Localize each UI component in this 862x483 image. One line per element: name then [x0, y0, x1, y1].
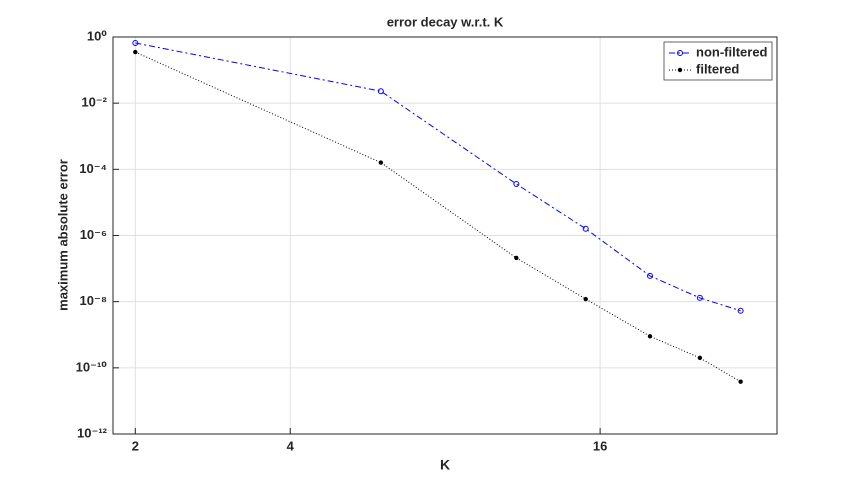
point — [737, 307, 744, 314]
x-tick-label: 2 — [132, 438, 139, 453]
chart-title: error decay w.r.t. K — [387, 14, 504, 29]
point — [132, 39, 139, 46]
y-tick-label: 10⁻⁸ — [80, 293, 107, 308]
y-tick-label: 10⁻² — [81, 95, 107, 110]
point — [513, 181, 520, 188]
point — [133, 49, 138, 55]
y-axis-label: maximum absolute error — [55, 159, 70, 311]
point — [697, 355, 703, 361]
y-tick-label: 10⁻⁶ — [80, 227, 107, 242]
point — [582, 225, 589, 232]
y-tick-label: 10⁻⁴ — [79, 161, 107, 176]
point — [696, 294, 703, 301]
point — [377, 88, 384, 95]
y-tick-label: 10⁰ — [87, 28, 107, 43]
x-tick-label: 16 — [593, 438, 607, 453]
plot-frame — [112, 36, 778, 435]
legend-marker — [677, 50, 683, 56]
legend-box — [663, 41, 773, 81]
legend-label: filtered — [696, 61, 739, 76]
legend-marker — [677, 67, 683, 73]
point — [738, 379, 743, 384]
series-line — [135, 42, 741, 312]
point — [647, 334, 653, 339]
y-tick-label: 10⁻¹² — [77, 425, 108, 440]
point — [647, 272, 654, 279]
point — [378, 160, 384, 165]
point — [514, 255, 519, 261]
legend-label: non-filtered — [696, 44, 768, 59]
x-tick-label: 4 — [287, 438, 295, 453]
y-tick-label: 10⁻¹⁰ — [76, 359, 108, 374]
x-axis-label: K — [440, 457, 450, 473]
point — [583, 296, 588, 302]
